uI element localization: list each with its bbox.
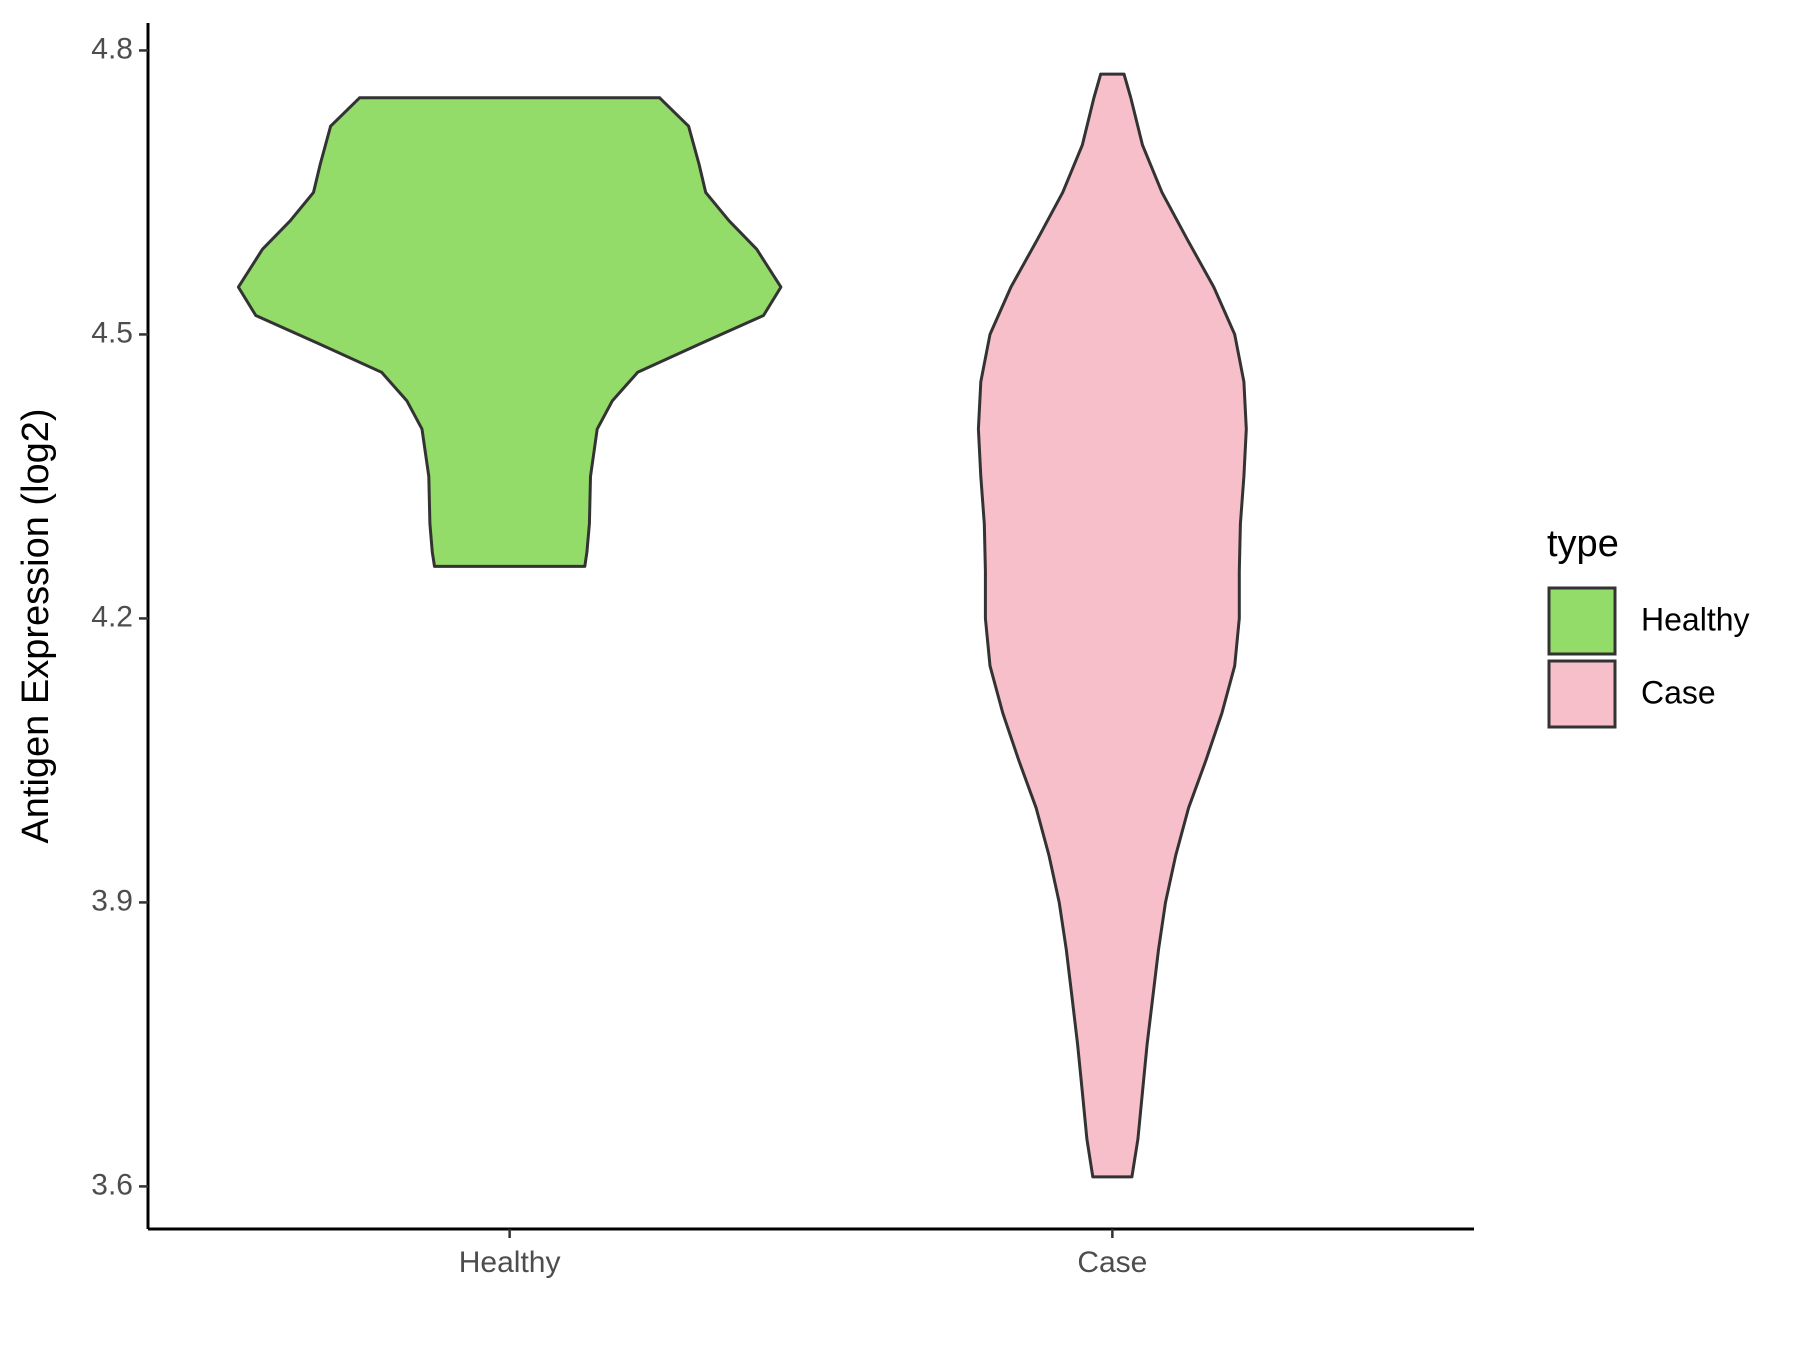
y-axis-label: Antigen Expression (log2): [15, 408, 57, 843]
x-tick-label: Healthy: [459, 1246, 561, 1279]
violin-half: [238, 97, 511, 567]
y-tick-label: 4.5: [91, 316, 133, 349]
legend-key: [1547, 586, 1617, 656]
violin-outline: [583, 96, 783, 567]
violin-outline: [976, 73, 1103, 1178]
legend-label: Healthy: [1641, 601, 1750, 637]
violin-half: [978, 74, 1113, 1177]
violin-outline: [236, 96, 436, 567]
y-tick-label: 4.2: [91, 600, 133, 633]
y-tick-label: 3.9: [91, 884, 133, 917]
y-tick-label: 3.6: [91, 1168, 133, 1201]
legend-title: type: [1547, 523, 1619, 565]
x-tick-label: Case: [1077, 1246, 1147, 1279]
violin-half: [509, 97, 781, 567]
y-tick-label: 4.8: [91, 32, 133, 65]
legend-label: Case: [1641, 674, 1716, 710]
violin-outline: [1122, 73, 1248, 1178]
violin-half: [1111, 74, 1247, 1177]
legend-key: [1547, 659, 1617, 729]
